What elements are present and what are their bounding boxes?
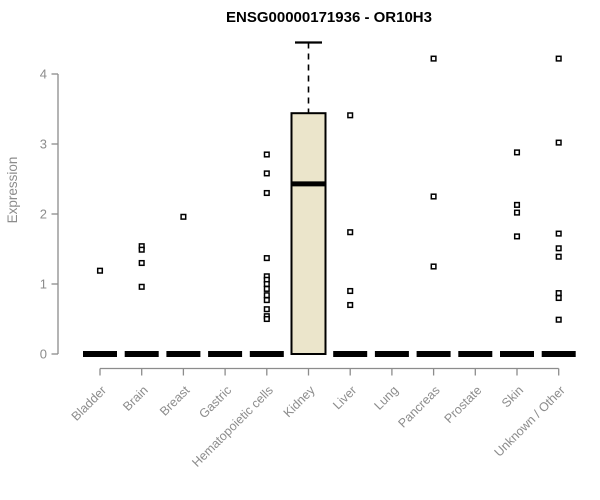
outlier-point <box>555 245 562 252</box>
outlier-point <box>347 287 354 295</box>
outlier-point <box>555 294 562 302</box>
collapsed-box <box>416 351 451 357</box>
collapsed-box <box>249 351 284 357</box>
outlier-point <box>555 139 562 146</box>
y-tick-label: 2 <box>40 207 47 222</box>
outlier-point <box>263 315 270 323</box>
collapsed-box <box>458 351 493 357</box>
outlier-point <box>555 253 562 260</box>
outlier-point <box>430 263 437 270</box>
collapsed-box <box>83 351 117 357</box>
collapsed-box <box>500 351 534 357</box>
outlier-point <box>513 209 521 216</box>
collapsed-box <box>374 351 409 357</box>
outlier-point <box>555 290 562 297</box>
outlier-point <box>138 283 145 290</box>
outlier-point <box>263 306 270 313</box>
collapsed-box <box>541 351 576 357</box>
chart-title: ENSG00000171936 - OR10H3 <box>226 9 432 26</box>
outlier-point <box>180 213 187 220</box>
outlier-point <box>263 292 270 299</box>
outlier-point <box>263 285 270 292</box>
outlier-point <box>96 267 104 274</box>
outlier-point <box>555 316 562 323</box>
x-tick-label: Hematopoietic cells <box>189 383 276 470</box>
outlier-point <box>263 255 270 262</box>
outlier-point <box>513 233 521 240</box>
outlier-point <box>263 151 270 158</box>
outlier-point <box>555 55 562 62</box>
x-tick-label: Breast <box>157 383 193 419</box>
x-tick-label: Brain <box>120 383 151 414</box>
plot-area: 0 1 2 3 4 Bladder Brain Breast GastricHematopoie… <box>40 41 576 470</box>
collapsed-box <box>124 351 159 357</box>
y-tick-label: 3 <box>40 137 47 152</box>
outlier-point <box>263 170 270 177</box>
outlier-point <box>138 259 145 267</box>
box <box>290 112 327 355</box>
x-tick-label: Skin <box>499 383 526 410</box>
y-axis-label: Expression <box>5 157 20 224</box>
outlier-point <box>430 55 437 62</box>
outlier-point <box>555 230 562 237</box>
x-tick-label: Lung <box>371 383 401 413</box>
collapsed-box <box>333 351 368 357</box>
outlier-point <box>347 301 354 309</box>
collapsed-box <box>166 351 201 357</box>
x-tick-label: Unknown / Other <box>492 383 568 459</box>
y-tick-label: 1 <box>40 277 47 292</box>
x-tick-label: Kidney <box>281 383 318 420</box>
outlier-point <box>347 112 354 119</box>
outlier-point <box>263 280 270 288</box>
outlier-point <box>263 297 270 304</box>
collapsed-box <box>208 351 243 357</box>
x-tick-label: Liver <box>330 383 359 412</box>
outlier-point <box>513 201 521 208</box>
y-tick-label: 0 <box>40 347 47 362</box>
x-tick-label: Bladder <box>69 383 109 423</box>
x-tick-label: Gastric <box>196 383 234 421</box>
x-tick-label: Pancreas <box>395 383 442 430</box>
y-tick-label: 4 <box>40 67 47 82</box>
outlier-point <box>513 149 521 156</box>
x-tick-label: Prostate <box>442 383 485 426</box>
outlier-point <box>430 193 437 200</box>
outlier-point <box>263 189 270 197</box>
outlier-point <box>138 246 145 253</box>
outlier-point <box>347 229 354 236</box>
